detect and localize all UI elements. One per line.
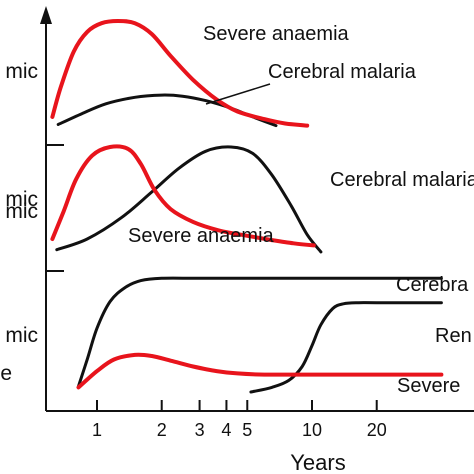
axes [40,6,474,412]
panel3-label-severe: Severe [397,375,460,397]
panel2-series-cerebral-malaria [55,145,323,254]
panel2-label-severe-anaemia: Severe anaemia [128,225,275,247]
panel3-label-renal: Ren [435,325,472,347]
panel3-label-cerebral: Cerebra [396,274,469,296]
left-label-1: mic [5,60,38,83]
x-tick-label-3: 3 [195,420,205,440]
panel1-label-cerebral-malaria: Cerebral malaria [268,61,417,83]
panel3-series-severe-anaemia [76,352,444,390]
left-label-5: e [0,362,12,385]
x-tick-label-10: 10 [302,420,322,440]
panel2-series-severe-anaemia [50,144,316,248]
x-tick-label-4: 4 [221,420,231,440]
panel1-label-severe-anaemia: Severe anaemia [203,23,350,45]
left-label-4: mic [5,324,38,347]
x-tick-label-5: 5 [242,420,252,440]
x-tick-label-20: 20 [367,420,387,440]
panel1-series-severe-anaemia [50,19,310,128]
x-axis-title: Years [290,450,345,474]
panel1-series-cerebral-malaria [56,93,278,128]
x-tick-label-2: 2 [157,420,167,440]
left-label-3: mic [5,200,38,223]
panel1-label-leader-line [205,83,271,105]
left-label-2: mic [5,188,38,211]
panel3-series-renal [249,301,443,394]
panel3-series-cerebral-malaria [77,276,443,388]
x-ticks: 1 2 3 4 5 10 20 [92,400,387,440]
y-axis-arrow-icon [40,6,52,24]
panel2-label-cerebral-malaria: Cerebral malaria [330,169,474,191]
x-tick-label-1: 1 [92,420,102,440]
curves [50,19,444,394]
